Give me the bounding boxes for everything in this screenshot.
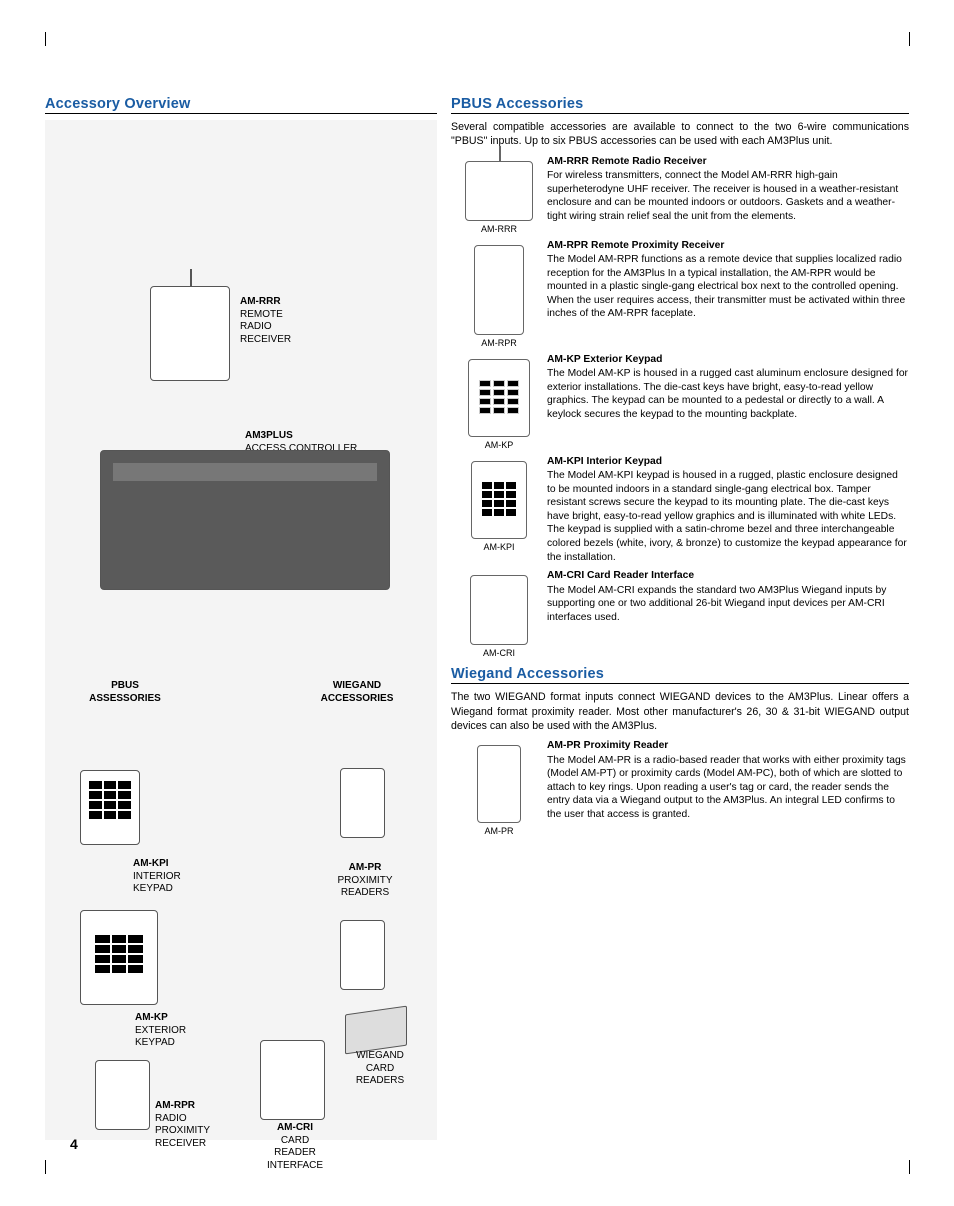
item-am-kpi: AM-KPI AM-KPI Interior Keypad The Model … bbox=[451, 455, 909, 565]
diagram-rpr-device bbox=[95, 1060, 150, 1130]
wiegand-intro: The two WIEGAND format inputs connect WI… bbox=[451, 690, 909, 733]
kpi-model: AM-KPI bbox=[133, 858, 181, 871]
item-am-cri-text: The Model AM-CRI expands the standard tw… bbox=[547, 584, 909, 625]
wieg-l2: ACCESSORIES bbox=[321, 693, 394, 704]
diagram-pr-label: AM-PR PROXIMITY READERS bbox=[325, 862, 405, 900]
wiegand-title: Wiegand Accessories bbox=[451, 666, 909, 684]
diagram-wcr-device bbox=[345, 1006, 407, 1055]
accessory-overview-title: Accessory Overview bbox=[45, 96, 437, 114]
diagram-pr1-device bbox=[340, 768, 385, 838]
diagram-cri-device bbox=[260, 1040, 325, 1120]
item-am-rpr-caption: AM-RPR bbox=[451, 338, 547, 348]
wcr-l2: CARD bbox=[366, 1063, 394, 1074]
diagram-cri-label: AM-CRI CARD READER INTERFACE bbox=[255, 1122, 335, 1172]
item-am-rpr-heading: AM-RPR Remote Proximity Receiver bbox=[547, 239, 909, 253]
kp-l1: EXTERIOR bbox=[135, 1025, 186, 1036]
item-am-kp: AM-KP AM-KP Exterior Keypad The Model AM… bbox=[451, 353, 909, 450]
diagram-pbus-label: PBUS ASSESSORIES bbox=[65, 680, 185, 705]
accessory-diagram: AM-RRR REMOTE RADIO RECEIVER AM3PLUS ACC… bbox=[45, 120, 437, 1140]
item-am-kpi-text: The Model AM-KPI keypad is housed in a r… bbox=[547, 469, 909, 564]
cri-model: AM-CRI bbox=[255, 1122, 335, 1135]
rrr-model: AM-RRR bbox=[240, 296, 291, 309]
diagram-rrr-label: AM-RRR REMOTE RADIO RECEIVER bbox=[240, 296, 291, 346]
pr-model: AM-PR bbox=[325, 862, 405, 875]
item-am-rrr: AM-RRR AM-RRR Remote Radio Receiver For … bbox=[451, 155, 909, 234]
pbus-intro: Several compatible accessories are avail… bbox=[451, 120, 909, 149]
diagram-rpr-label: AM-RPR RADIO PROXIMITY RECEIVER bbox=[155, 1100, 210, 1150]
kpi-l2: KEYPAD bbox=[133, 883, 173, 894]
pr-l1: PROXIMITY bbox=[337, 875, 392, 886]
rpr-l1: RADIO bbox=[155, 1113, 187, 1124]
diagram-wcr-label: WIEGAND CARD READERS bbox=[345, 1050, 415, 1088]
item-am-pr-image: AM-PR bbox=[451, 739, 547, 836]
item-am-rrr-body: AM-RRR Remote Radio Receiver For wireles… bbox=[547, 155, 909, 234]
item-am-pr-caption: AM-PR bbox=[451, 826, 547, 836]
diagram-kp-device bbox=[80, 910, 158, 1005]
diagram-pr2-device bbox=[340, 920, 385, 990]
item-am-pr-body: AM-PR Proximity Reader The Model AM-PR i… bbox=[547, 739, 909, 836]
item-am-rpr-image: AM-RPR bbox=[451, 239, 547, 348]
rpr-model: AM-RPR bbox=[155, 1100, 210, 1113]
item-am-pr: AM-PR AM-PR Proximity Reader The Model A… bbox=[451, 739, 909, 836]
cri-l3: INTERFACE bbox=[267, 1160, 323, 1171]
diagram-wiegand-label: WIEGAND ACCESSORIES bbox=[297, 680, 417, 705]
item-am-kpi-caption: AM-KPI bbox=[451, 542, 547, 552]
page-number: 4 bbox=[70, 1136, 78, 1152]
item-am-cri-heading: AM-CRI Card Reader Interface bbox=[547, 569, 909, 583]
item-am-rpr: AM-RPR AM-RPR Remote Proximity Receiver … bbox=[451, 239, 909, 348]
rpr-l3: RECEIVER bbox=[155, 1138, 206, 1149]
item-am-kp-heading: AM-KP Exterior Keypad bbox=[547, 353, 909, 367]
item-am-rrr-caption: AM-RRR bbox=[451, 224, 547, 234]
pbus-l2: ASSESSORIES bbox=[89, 693, 161, 704]
item-am-pr-heading: AM-PR Proximity Reader bbox=[547, 739, 909, 753]
item-am-rrr-image: AM-RRR bbox=[451, 155, 547, 234]
wieg-l1: WIEGAND bbox=[333, 680, 381, 691]
item-am-kpi-heading: AM-KPI Interior Keypad bbox=[547, 455, 909, 469]
kpi-l1: INTERIOR bbox=[133, 871, 181, 882]
item-am-cri: AM-CRI AM-CRI Card Reader Interface The … bbox=[451, 569, 909, 658]
item-am-rpr-text: The Model AM-RPR functions as a remote d… bbox=[547, 253, 909, 321]
item-am-kp-text: The Model AM-KP is housed in a rugged ca… bbox=[547, 367, 909, 421]
item-am-rpr-body: AM-RPR Remote Proximity Receiver The Mod… bbox=[547, 239, 909, 348]
wcr-l3: READERS bbox=[356, 1075, 404, 1086]
rrr-l1: REMOTE bbox=[240, 309, 283, 320]
diagram-rrr-device bbox=[150, 286, 230, 381]
diagram-kpi-label: AM-KPI INTERIOR KEYPAD bbox=[133, 858, 181, 896]
pbus-l1: PBUS bbox=[111, 680, 139, 691]
pr-l2: READERS bbox=[341, 887, 389, 898]
item-am-cri-body: AM-CRI Card Reader Interface The Model A… bbox=[547, 569, 909, 658]
item-am-kpi-body: AM-KPI Interior Keypad The Model AM-KPI … bbox=[547, 455, 909, 565]
pbus-title: PBUS Accessories bbox=[451, 96, 909, 114]
item-am-rrr-text: For wireless transmitters, connect the M… bbox=[547, 169, 909, 223]
rrr-l3: RECEIVER bbox=[240, 334, 291, 345]
item-am-cri-caption: AM-CRI bbox=[451, 648, 547, 658]
kp-model: AM-KP bbox=[135, 1012, 186, 1025]
diagram-kpi-device bbox=[80, 770, 140, 845]
cri-l2: READER bbox=[274, 1147, 316, 1158]
item-am-kp-body: AM-KP Exterior Keypad The Model AM-KP is… bbox=[547, 353, 909, 450]
rpr-l2: PROXIMITY bbox=[155, 1125, 210, 1136]
wcr-l1: WIEGAND bbox=[356, 1050, 404, 1061]
item-am-kpi-image: AM-KPI bbox=[451, 455, 547, 565]
left-column: Accessory Overview AM-RRR REMOTE RADIO R… bbox=[45, 96, 437, 1140]
item-am-pr-text: The Model AM-PR is a radio-based reader … bbox=[547, 754, 909, 822]
cri-l1: CARD bbox=[281, 1135, 309, 1146]
right-column: PBUS Accessories Several compatible acce… bbox=[451, 96, 909, 1140]
page-columns: Accessory Overview AM-RRR REMOTE RADIO R… bbox=[45, 96, 909, 1140]
diagram-controller-device bbox=[100, 450, 390, 590]
item-am-kp-caption: AM-KP bbox=[451, 440, 547, 450]
ctrl-model: AM3PLUS bbox=[245, 430, 357, 443]
item-am-cri-image: AM-CRI bbox=[451, 569, 547, 658]
item-am-rrr-heading: AM-RRR Remote Radio Receiver bbox=[547, 155, 909, 169]
item-am-kp-image: AM-KP bbox=[451, 353, 547, 450]
kp-l2: KEYPAD bbox=[135, 1037, 175, 1048]
rrr-l2: RADIO bbox=[240, 321, 272, 332]
diagram-kp-label: AM-KP EXTERIOR KEYPAD bbox=[135, 1012, 186, 1050]
